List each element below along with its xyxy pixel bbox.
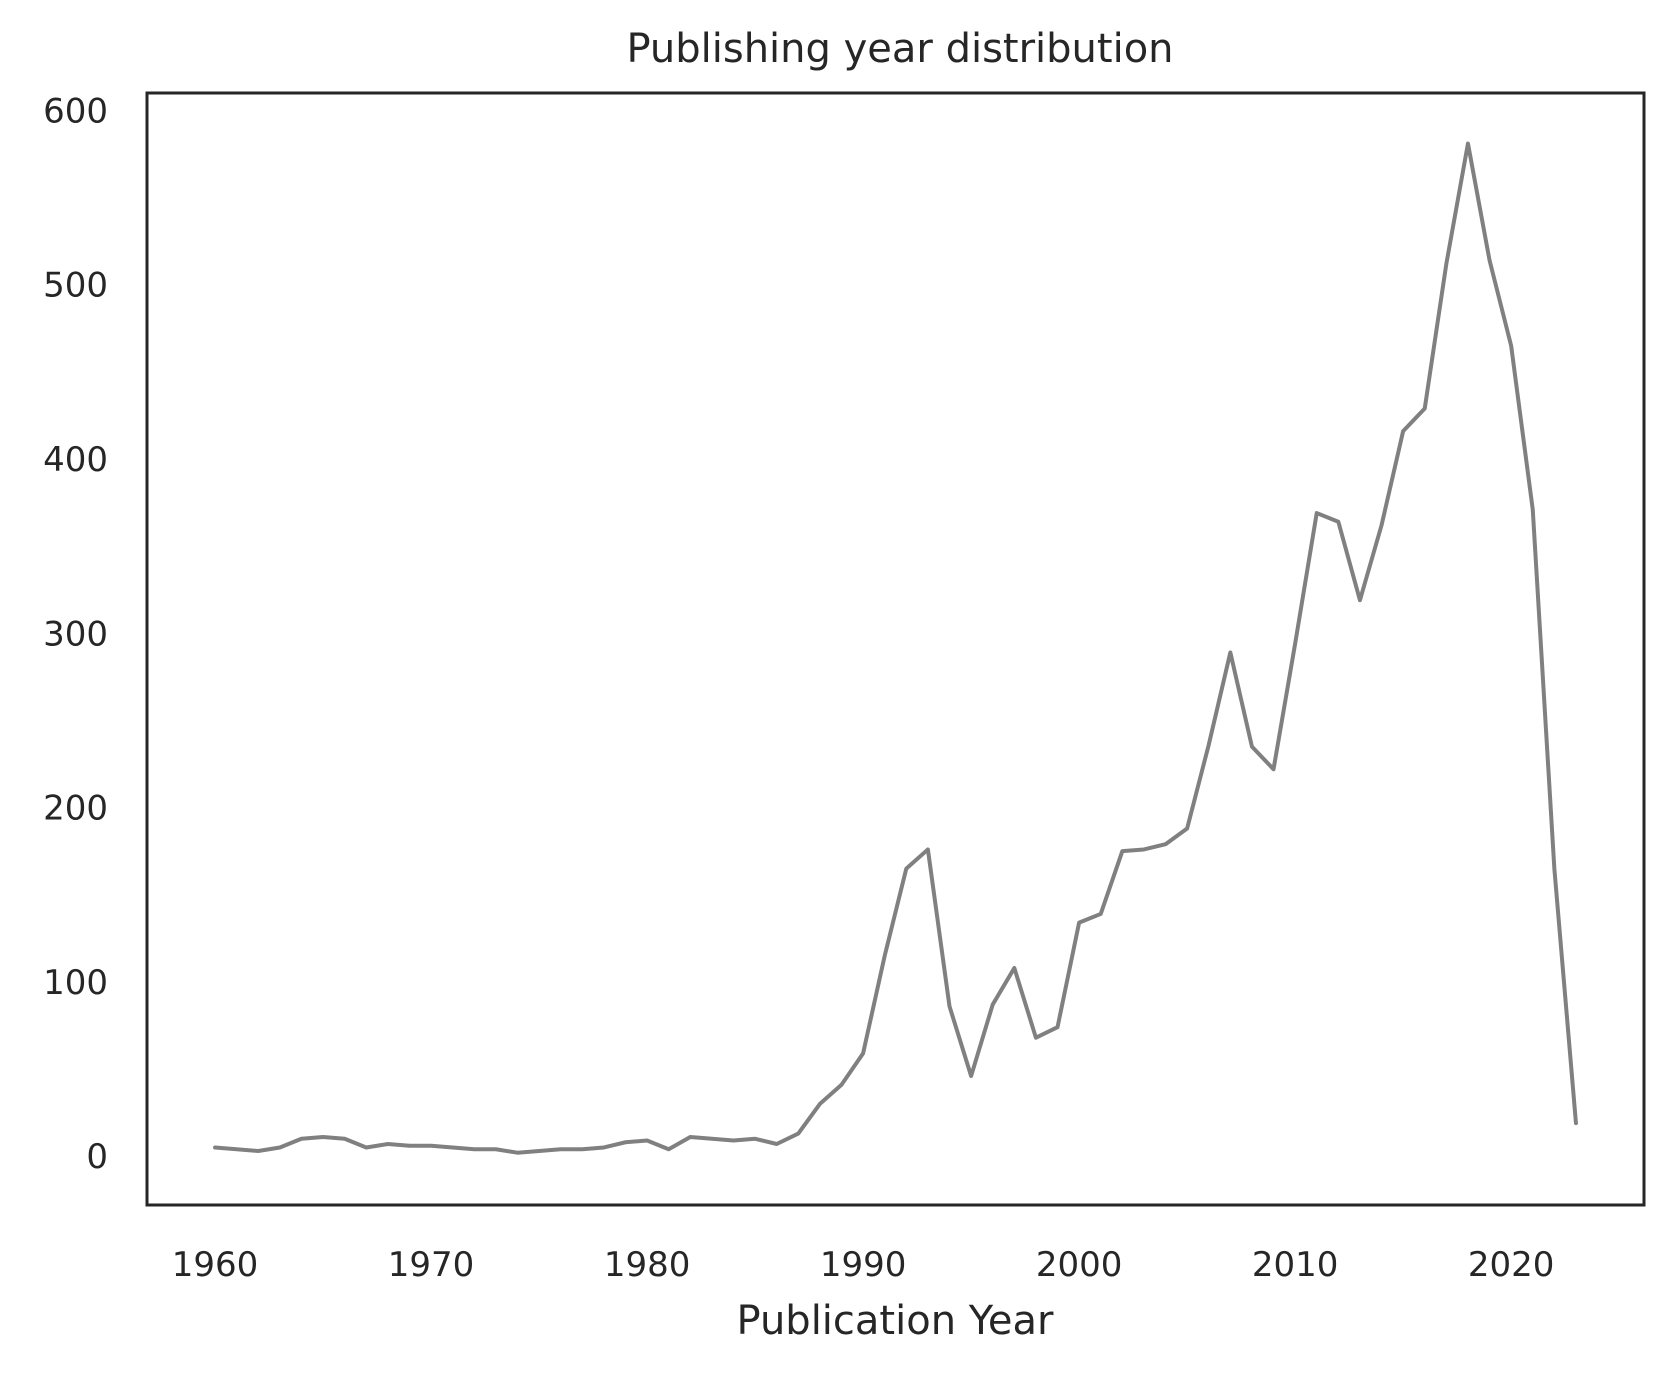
y-tick-label: 600 (43, 91, 108, 131)
y-tick-label: 500 (43, 266, 108, 306)
series-line-0 (213, 141, 1578, 1155)
y-tick-label: 200 (43, 789, 108, 829)
x-tick-label: 1970 (388, 1245, 475, 1285)
plot-frame (145, 91, 1646, 1207)
y-tick-label: 0 (86, 1137, 108, 1177)
x-tick-label: 2000 (1036, 1245, 1123, 1285)
y-tick-labels: 0 100 200 300 400 500 600 (43, 91, 108, 1177)
x-tick-label: 1980 (604, 1245, 691, 1285)
chart-title: Publishing year distribution (626, 26, 1173, 72)
plot-area (213, 141, 1578, 1155)
y-tick-label: 100 (43, 963, 108, 1003)
y-tick-label: 400 (43, 440, 108, 480)
y-tick-label: 300 (43, 614, 108, 654)
x-tick-label: 2010 (1252, 1245, 1339, 1285)
x-tick-label: 1990 (820, 1245, 907, 1285)
x-tick-label: 2020 (1468, 1245, 1555, 1285)
x-tick-labels: 1960 1970 1980 1990 2000 2010 2020 (172, 1245, 1555, 1285)
x-axis-label: Publication Year (737, 1298, 1054, 1344)
x-tick-label: 1960 (172, 1245, 259, 1285)
